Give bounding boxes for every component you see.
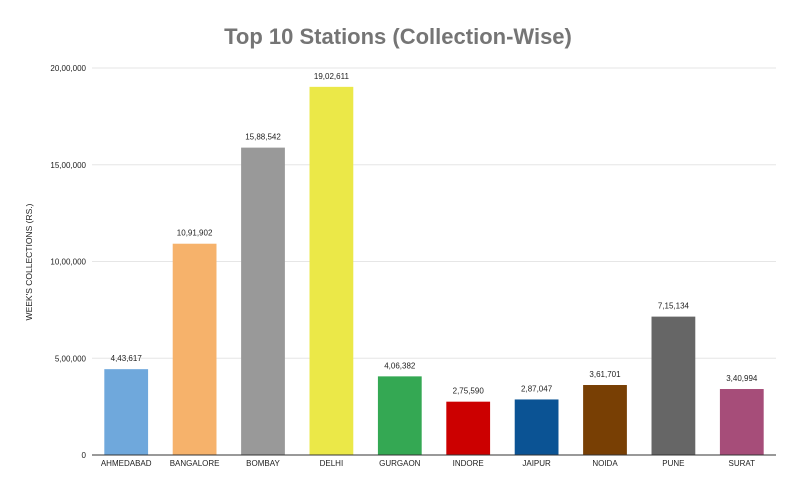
data-label: 4,43,617 bbox=[111, 354, 143, 363]
data-label: 7,15,134 bbox=[658, 302, 690, 311]
bar bbox=[514, 399, 559, 455]
data-label: 19,02,611 bbox=[314, 72, 350, 81]
x-tick-label: BOMBAY bbox=[246, 459, 280, 468]
x-tick-label: AHMEDABAD bbox=[101, 459, 152, 468]
bar bbox=[104, 369, 149, 455]
bar bbox=[583, 385, 627, 455]
bar bbox=[651, 316, 696, 455]
bar bbox=[446, 401, 491, 455]
data-label: 15,88,542 bbox=[245, 133, 281, 142]
x-tick-label: DELHI bbox=[320, 459, 344, 468]
y-tick-label: 0 bbox=[82, 451, 87, 460]
x-tick-label: GURGAON bbox=[379, 459, 421, 468]
bar bbox=[719, 389, 764, 455]
x-tick-label: BANGALORE bbox=[170, 459, 220, 468]
bar bbox=[377, 376, 422, 455]
x-tick-label: INDORE bbox=[453, 459, 484, 468]
x-tick-label: JAIPUR bbox=[522, 459, 551, 468]
bar bbox=[172, 243, 217, 455]
bar bbox=[241, 147, 285, 455]
bar bbox=[309, 86, 354, 455]
y-axis-title: WEEK'S COLLECTIONS (RS.) bbox=[24, 203, 34, 320]
data-label: 3,61,701 bbox=[589, 370, 621, 379]
data-label: 2,75,590 bbox=[453, 387, 485, 396]
y-tick-label: 10,00,000 bbox=[50, 258, 86, 267]
x-axis-ticks: AHMEDABAD BANGALORE BOMBAY DELHI GURGAON INDO… bbox=[101, 459, 755, 468]
x-tick-label: PUNE bbox=[662, 459, 684, 468]
y-tick-label: 20,00,000 bbox=[50, 64, 86, 73]
data-labels: 4,43,617 10,91,902 15,88,542 19,02,611 4,06,… bbox=[111, 72, 758, 396]
data-label: 10,91,902 bbox=[177, 229, 213, 238]
bars bbox=[104, 86, 764, 455]
data-label: 4,06,382 bbox=[384, 361, 416, 370]
data-label: 3,40,994 bbox=[726, 374, 758, 383]
x-tick-label: NOIDA bbox=[592, 459, 618, 468]
y-tick-label: 5,00,000 bbox=[55, 354, 87, 363]
chart-title: Top 10 Stations (Collection-Wise) bbox=[224, 24, 572, 49]
y-axis-ticks: 0 5,00,000 10,00,000 15,00,000 20,00,000 bbox=[50, 64, 86, 460]
data-label: 2,87,047 bbox=[521, 384, 553, 393]
x-tick-label: SURAT bbox=[729, 459, 756, 468]
y-tick-label: 15,00,000 bbox=[50, 161, 86, 170]
